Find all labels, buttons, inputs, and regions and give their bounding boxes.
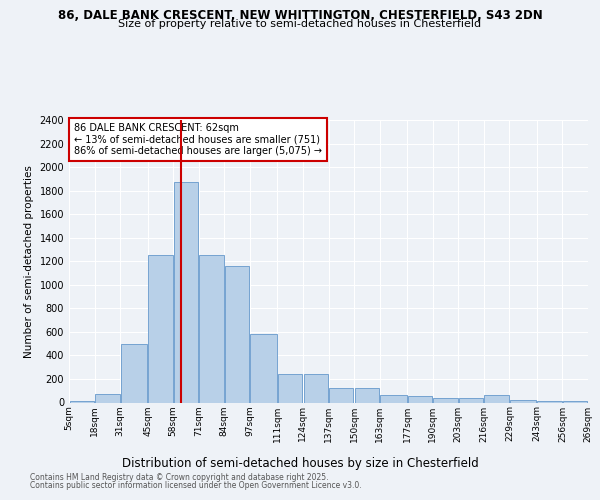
Bar	[538, 400, 562, 402]
Text: 86, DALE BANK CRESCENT, NEW WHITTINGTON, CHESTERFIELD, S43 2DN: 86, DALE BANK CRESCENT, NEW WHITTINGTON,…	[58, 9, 542, 22]
Bar	[304, 374, 328, 402]
Bar	[121, 344, 147, 402]
Bar	[174, 182, 198, 402]
Bar	[250, 334, 277, 402]
Bar	[380, 396, 407, 402]
Bar	[70, 400, 94, 402]
Bar	[95, 394, 119, 402]
Bar	[148, 256, 173, 402]
Bar	[278, 374, 302, 402]
Text: Contains HM Land Registry data © Crown copyright and database right 2025.: Contains HM Land Registry data © Crown c…	[30, 472, 329, 482]
Bar	[225, 266, 249, 402]
Bar	[408, 396, 432, 402]
Bar	[484, 396, 509, 402]
Text: 86 DALE BANK CRESCENT: 62sqm
← 13% of semi-detached houses are smaller (751)
86%: 86 DALE BANK CRESCENT: 62sqm ← 13% of se…	[74, 123, 322, 156]
Text: Contains public sector information licensed under the Open Government Licence v3: Contains public sector information licen…	[30, 481, 362, 490]
Text: Distribution of semi-detached houses by size in Chesterfield: Distribution of semi-detached houses by …	[122, 458, 478, 470]
Bar	[355, 388, 379, 402]
Bar	[510, 400, 536, 402]
Text: Size of property relative to semi-detached houses in Chesterfield: Size of property relative to semi-detach…	[118, 19, 482, 29]
Bar	[199, 256, 224, 402]
Y-axis label: Number of semi-detached properties: Number of semi-detached properties	[24, 165, 34, 358]
Bar	[459, 398, 483, 402]
Bar	[433, 398, 458, 402]
Bar	[329, 388, 353, 402]
